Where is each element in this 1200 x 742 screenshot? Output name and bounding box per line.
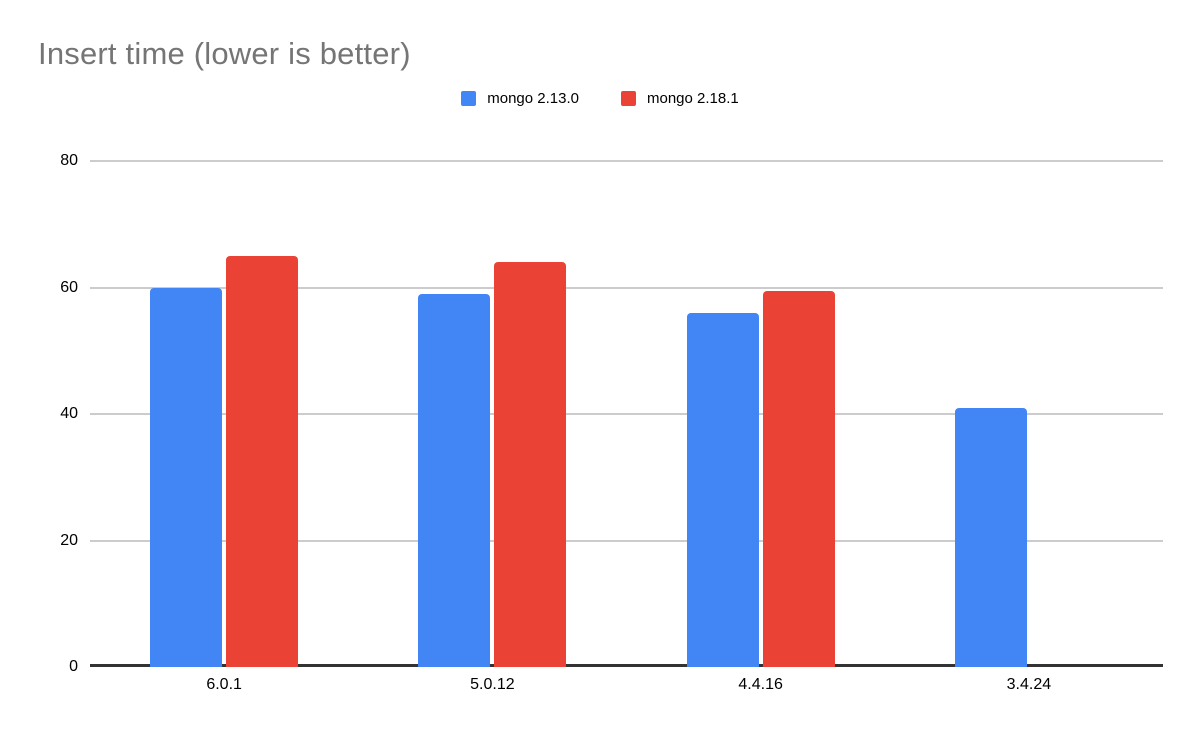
bar-group-4-4-16 <box>627 161 895 667</box>
gridline-80 <box>90 160 1163 162</box>
bar-mongo-2-18-1-4-4-16 <box>762 290 835 667</box>
bars <box>90 161 1163 667</box>
x-axis-line <box>90 664 1163 667</box>
legend-item-series-0: mongo 2.13.0 <box>461 90 579 107</box>
bar-group-5-0-12 <box>358 161 626 667</box>
bar-mongo-2-13-0-4-4-16 <box>686 312 759 667</box>
bar-mongo-2-13-0-6-0-1 <box>150 287 223 667</box>
y-tick-label-80: 80 <box>60 152 78 169</box>
x-tick-label-6-0-1: 6.0.1 <box>206 676 242 693</box>
y-tick-label-0: 0 <box>69 658 78 675</box>
legend-swatch-series-0 <box>461 91 477 106</box>
x-tick-label-5-0-12: 5.0.12 <box>470 676 515 693</box>
bar-mongo-2-13-0-5-0-12 <box>418 293 491 667</box>
x-axis-labels: 6.0.1 5.0.12 4.4.16 3.4.24 <box>90 676 1163 694</box>
gridline-20 <box>90 539 1163 542</box>
x-tick-label-3-4-24: 3.4.24 <box>1006 676 1052 693</box>
gridline-40 <box>90 413 1163 415</box>
plot-area: 6.0.1 5.0.12 4.4.16 3.4.24 0 20 40 60 80 <box>60 152 1163 693</box>
bar-group-3-4-24 <box>895 161 1163 667</box>
legend-swatch-series-1 <box>621 91 636 106</box>
legend-item-series-1: mongo 2.18.1 <box>621 90 739 107</box>
x-tick-label-4-4-16: 4.4.16 <box>738 676 783 693</box>
legend-label-series-0: mongo 2.13.0 <box>487 90 579 107</box>
bar-mongo-2-13-0-3-4-24 <box>954 407 1027 667</box>
gridline-60 <box>90 286 1163 289</box>
bar-mongo-2-18-1-5-0-12 <box>494 262 567 667</box>
bar-mongo-2-18-1-6-0-1 <box>226 255 299 667</box>
chart-title: Insert time (lower is better) <box>38 36 411 71</box>
bar-group-6-0-1 <box>90 161 358 667</box>
y-tick-label-20: 20 <box>60 531 78 549</box>
legend-label-series-1: mongo 2.18.1 <box>647 90 739 107</box>
chart-legend: mongo 2.13.0 mongo 2.18.1 <box>0 90 1200 107</box>
y-tick-label-40: 40 <box>60 405 78 422</box>
y-tick-label-60: 60 <box>60 278 78 296</box>
